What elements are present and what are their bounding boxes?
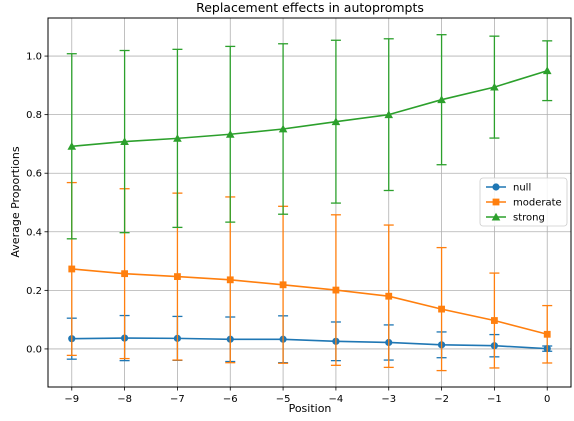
y-tick-label: 0.0 xyxy=(26,344,42,355)
data-point-strong xyxy=(331,117,341,126)
legend-marker-null xyxy=(492,183,500,191)
legend: null moderate strong xyxy=(479,177,568,227)
x-tick-label: −8 xyxy=(117,394,132,405)
chart-title: Replacement effects in autoprompts xyxy=(196,0,424,15)
x-tick-label: −7 xyxy=(170,394,185,405)
y-tick-label: 0.2 xyxy=(26,286,42,297)
data-point-strong xyxy=(173,134,182,142)
series-line-null xyxy=(71,337,548,350)
data-point-moderate xyxy=(385,292,393,300)
data-point-strong xyxy=(437,95,446,104)
legend-label-strong: strong xyxy=(513,213,545,224)
axes-layer: −9 −8 −7 −6 −5 −4 −3 −2 −1 0 0.0 0.2 0.4 0.6 0.8 1.0 xyxy=(26,52,550,405)
data-point-moderate xyxy=(174,273,181,280)
series-line-strong xyxy=(71,69,548,148)
legend-label-moderate: moderate xyxy=(513,198,562,209)
data-point-strong xyxy=(120,137,129,146)
y-tick-label: 0.4 xyxy=(26,227,42,238)
legend-label-null: null xyxy=(513,183,531,194)
series-strong xyxy=(66,34,553,240)
data-point-strong xyxy=(67,141,77,150)
series-line-moderate xyxy=(71,268,548,336)
y-tick-label: 0.6 xyxy=(26,169,42,180)
data-point-moderate xyxy=(121,270,129,278)
x-axis-label: Position xyxy=(289,402,332,415)
x-tick-label: −2 xyxy=(434,394,449,405)
x-tick-label: −3 xyxy=(381,394,396,405)
data-point-moderate xyxy=(543,330,551,338)
data-point-moderate xyxy=(279,281,287,289)
x-tick-label: 0 xyxy=(544,394,550,405)
data-point-moderate xyxy=(332,286,340,294)
plot-frame xyxy=(47,17,572,388)
x-tick-label: −9 xyxy=(64,394,79,405)
x-tick-label: −1 xyxy=(487,394,502,405)
data-point-strong xyxy=(225,129,235,138)
x-tick-label: −5 xyxy=(276,394,291,405)
data-point-moderate xyxy=(438,305,445,313)
data-point-strong xyxy=(542,66,552,75)
y-tick-label: 0.8 xyxy=(26,110,42,121)
y-tick-label: 1.0 xyxy=(26,52,42,63)
x-tick-label: −4 xyxy=(329,394,344,405)
data-point-moderate xyxy=(226,276,234,284)
legend-marker-strong xyxy=(491,212,501,221)
series-layer xyxy=(66,34,553,372)
data-point-moderate xyxy=(68,265,76,273)
data-point-strong xyxy=(278,124,288,133)
legend-frame xyxy=(479,177,568,227)
legend-marker-moderate xyxy=(492,198,500,206)
data-point-moderate xyxy=(490,317,498,324)
data-point-strong xyxy=(384,110,394,119)
y-axis-label: Average Proportions xyxy=(9,146,22,257)
series-moderate xyxy=(66,181,553,372)
x-tick-label: −6 xyxy=(223,394,238,405)
data-point-strong xyxy=(490,82,499,91)
series-null xyxy=(66,314,553,364)
